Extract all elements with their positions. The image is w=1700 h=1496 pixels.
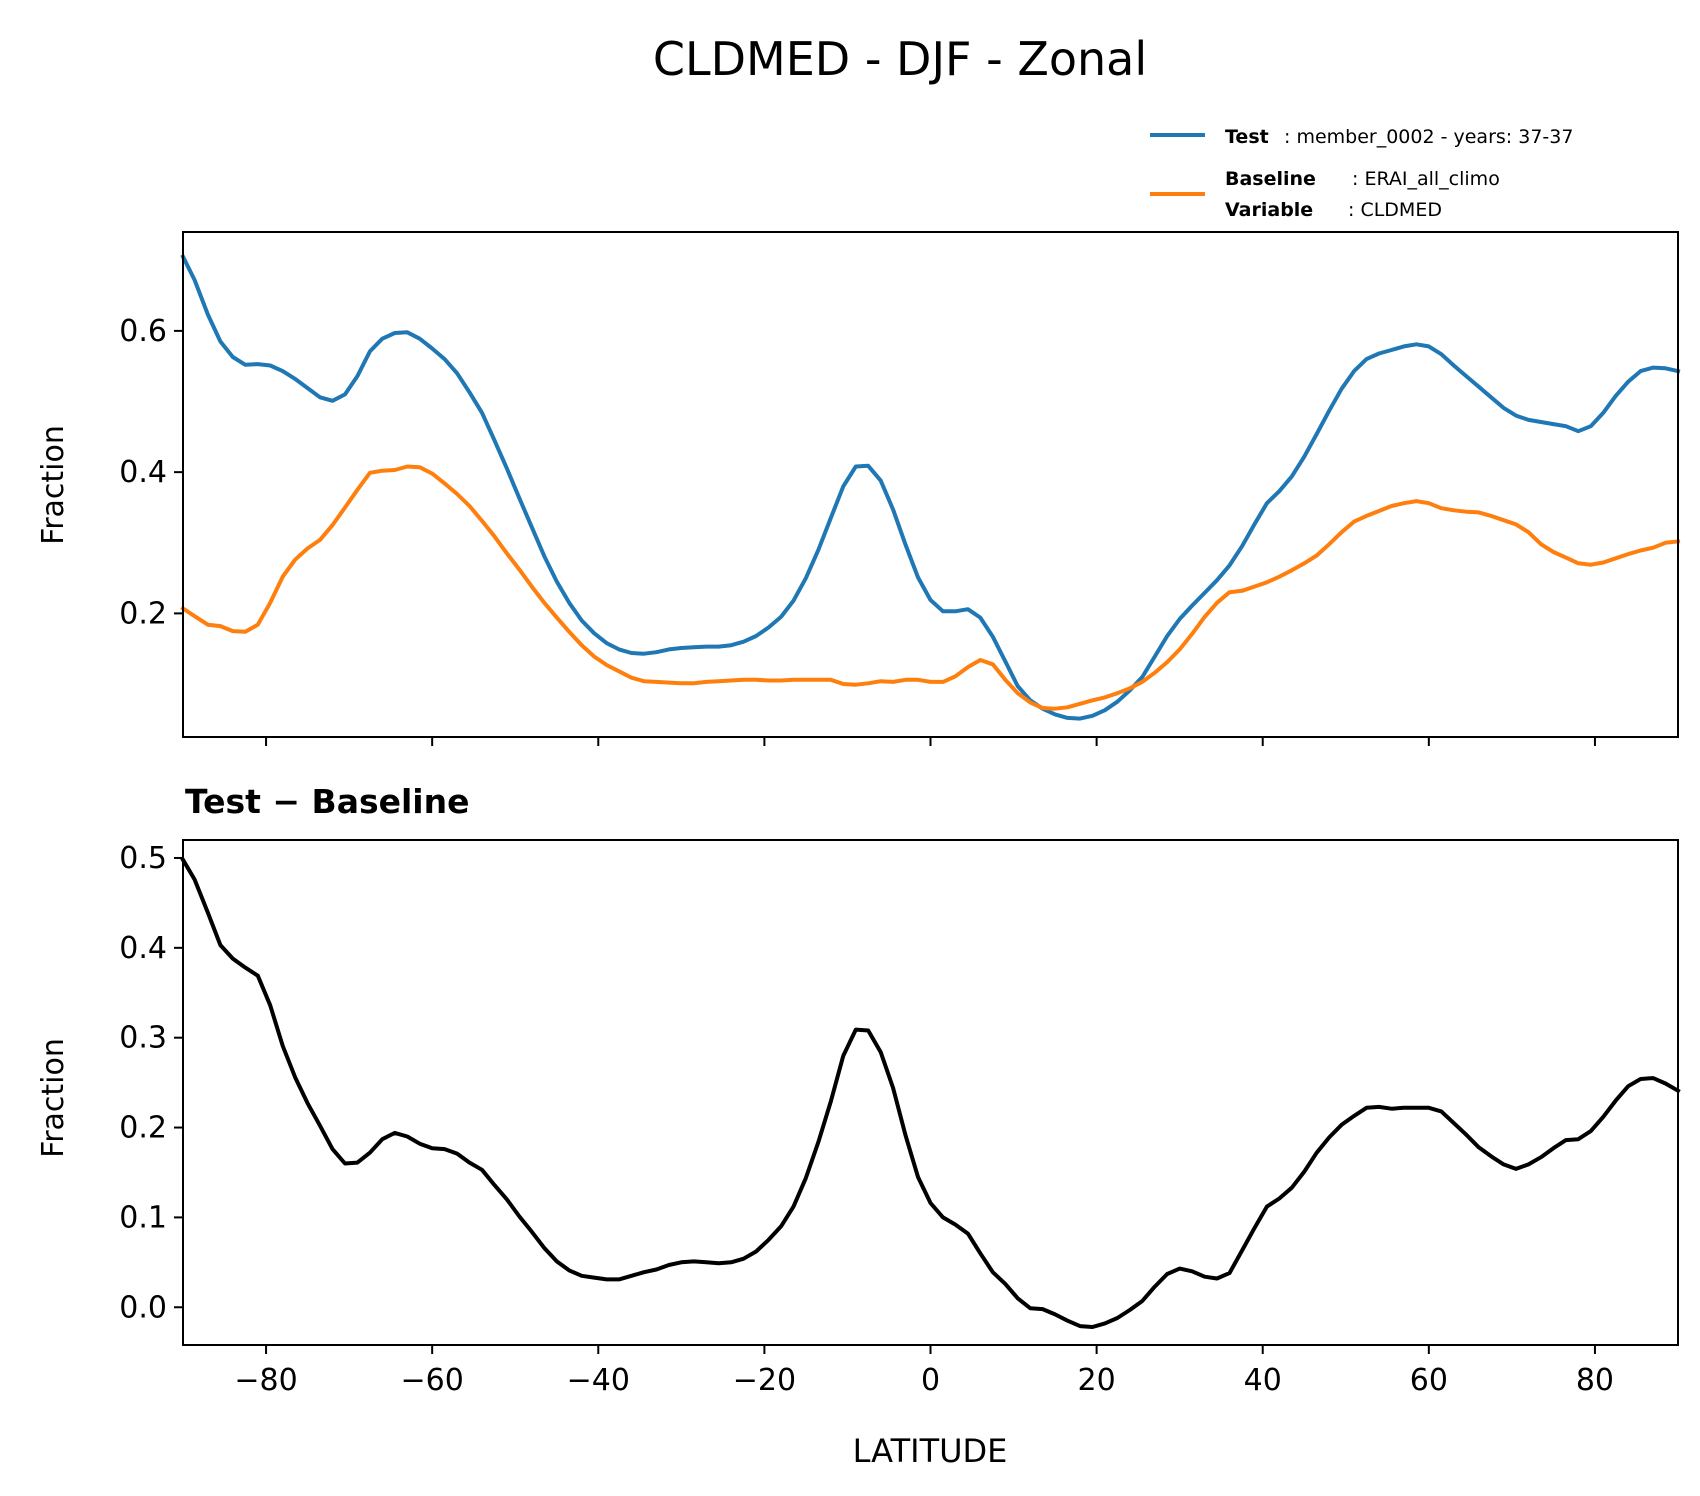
bottom-panel-series — [180, 857, 1681, 1329]
bottom-panel-ylabel: Fraction — [36, 1038, 71, 1158]
top-series-line-baseline — [180, 464, 1681, 711]
top-panel-frame — [182, 231, 1679, 738]
bottom-ytick-label: 0.5 — [119, 841, 167, 876]
legend-test-text: : member_0002 - years: 37-37 — [1284, 126, 1573, 148]
bottom-ytick-label: 0.0 — [119, 1290, 167, 1325]
top-ytick-label: 0.6 — [119, 314, 167, 349]
legend: Test : member_0002 - years: 37-37 Baseli… — [1150, 126, 1573, 221]
bottom-ytick-label: 0.4 — [119, 931, 167, 966]
bottom-xtick-label: 80 — [1576, 1363, 1614, 1398]
bottom-series-line-test-baseline — [180, 857, 1681, 1329]
legend-test-key: Test — [1225, 126, 1269, 148]
legend-baseline-key: Baseline — [1225, 168, 1316, 190]
figure-title: CLDMED - DJF - Zonal — [653, 32, 1147, 86]
bottom-xtick-label: 20 — [1078, 1363, 1116, 1398]
top-ytick-label: 0.4 — [119, 455, 167, 490]
bottom-panel: Test − Baseline 0.0 0.1 0.2 0.3 0.4 0.5 −80 −60… — [36, 782, 1681, 1470]
top-panel-series — [180, 254, 1681, 721]
legend-baseline-text: : ERAI_all_climo — [1352, 168, 1500, 190]
bottom-panel-title: Test − Baseline — [185, 782, 470, 821]
top-series-line-test — [180, 254, 1681, 721]
top-panel-ticks: 0.2 0.4 0.6 — [119, 314, 1596, 746]
bottom-xtick-label: −40 — [567, 1363, 630, 1398]
bottom-ytick-label: 0.2 — [119, 1111, 167, 1146]
bottom-panel-ticks: 0.0 0.1 0.2 0.3 0.4 0.5 −80 −60 −40 −20 0 20 40 60 80 — [119, 841, 1614, 1398]
bottom-ytick-label: 0.3 — [119, 1021, 167, 1056]
bottom-xtick-label: −20 — [733, 1363, 796, 1398]
top-panel-ylabel: Fraction — [36, 425, 71, 545]
bottom-xtick-label: 40 — [1244, 1363, 1282, 1398]
x-axis-label: LATITUDE — [853, 1432, 1008, 1470]
top-panel: 0.2 0.4 0.6 Fraction — [36, 231, 1681, 746]
top-ytick-label: 0.2 — [119, 596, 167, 631]
legend-variable-key: Variable — [1225, 199, 1313, 221]
bottom-xtick-label: −60 — [401, 1363, 464, 1398]
bottom-xtick-label: −80 — [234, 1363, 297, 1398]
bottom-panel-frame — [182, 839, 1679, 1346]
bottom-xtick-label: 60 — [1410, 1363, 1448, 1398]
bottom-xtick-label: 0 — [921, 1363, 940, 1398]
legend-variable-text: : CLDMED — [1348, 199, 1442, 221]
bottom-ytick-label: 0.1 — [119, 1200, 167, 1235]
